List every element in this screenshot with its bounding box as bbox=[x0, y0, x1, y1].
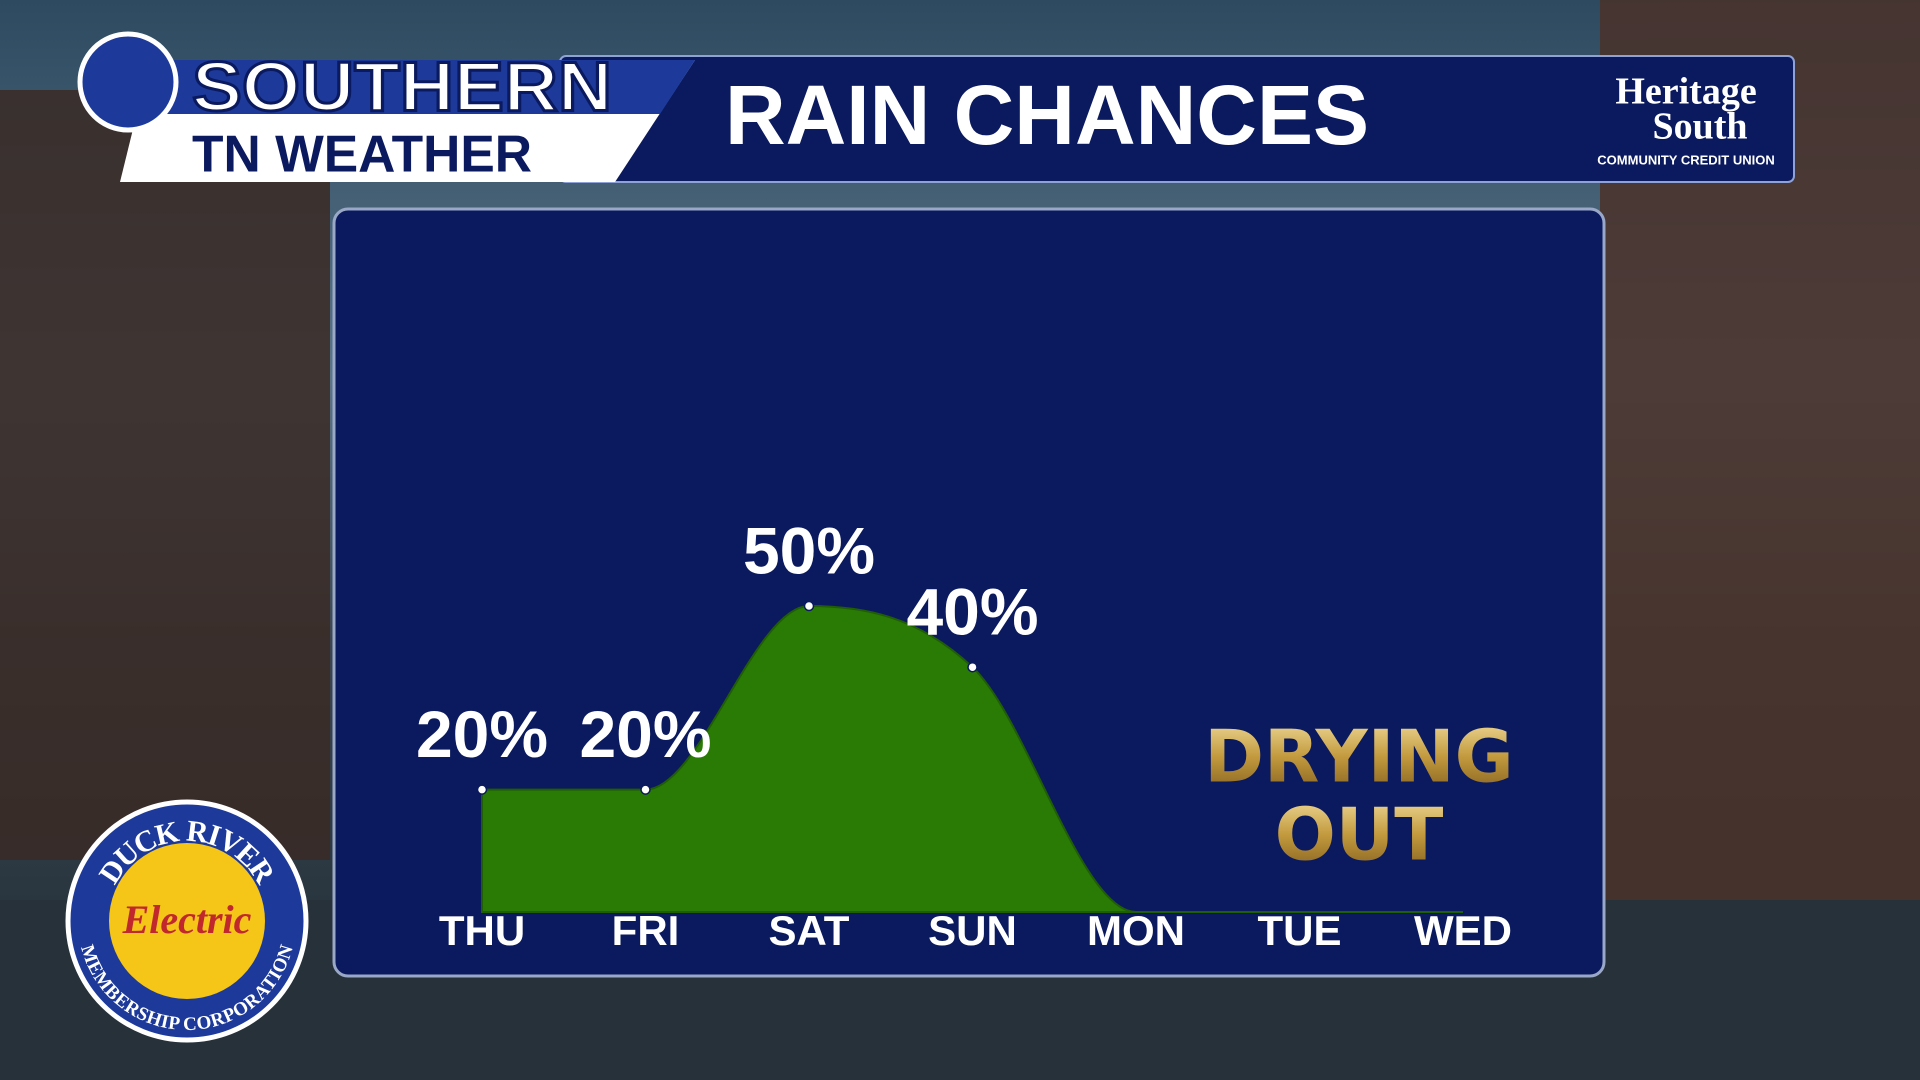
value-label: 40% bbox=[906, 575, 1038, 649]
brand-top: SOUTHERN bbox=[192, 47, 612, 125]
sponsor-line: Heritage bbox=[1615, 71, 1756, 113]
x-tick-label: THU bbox=[439, 907, 525, 954]
value-label: 50% bbox=[743, 513, 875, 587]
x-tick-label: SAT bbox=[769, 907, 850, 954]
chart-title: RAIN CHANCES bbox=[725, 68, 1369, 162]
value-label: 20% bbox=[579, 697, 711, 771]
logo-middle: Electric bbox=[122, 897, 252, 942]
stars-logo bbox=[77, 31, 179, 133]
x-tick-label: TUE bbox=[1258, 907, 1342, 954]
brand-bottom: TN WEATHER bbox=[192, 126, 532, 184]
brand-stripe bbox=[140, 60, 695, 114]
value-label: 20% bbox=[416, 697, 548, 771]
annotation: DRYING bbox=[1204, 715, 1514, 799]
sponsor-line: COMMUNITY CREDIT UNION bbox=[1597, 152, 1774, 167]
x-tick-label: FRI bbox=[612, 907, 680, 954]
building-left bbox=[0, 90, 330, 860]
data-point bbox=[803, 600, 815, 612]
coop-logo-center bbox=[109, 843, 265, 999]
annotation: OUT bbox=[1275, 793, 1444, 877]
data-point bbox=[476, 784, 488, 795]
plot: 20% 20% 50% 40% THU FRI SAT SUN MON TUE WED bbox=[416, 513, 1512, 954]
data-point bbox=[640, 784, 651, 795]
sponsor-line: South bbox=[1652, 106, 1747, 148]
x-tick-label: MON bbox=[1087, 907, 1185, 954]
x-tick-label: SUN bbox=[928, 907, 1017, 954]
data-point bbox=[967, 661, 978, 673]
x-tick-label: WED bbox=[1414, 907, 1512, 954]
chart-panel bbox=[332, 207, 1606, 978]
